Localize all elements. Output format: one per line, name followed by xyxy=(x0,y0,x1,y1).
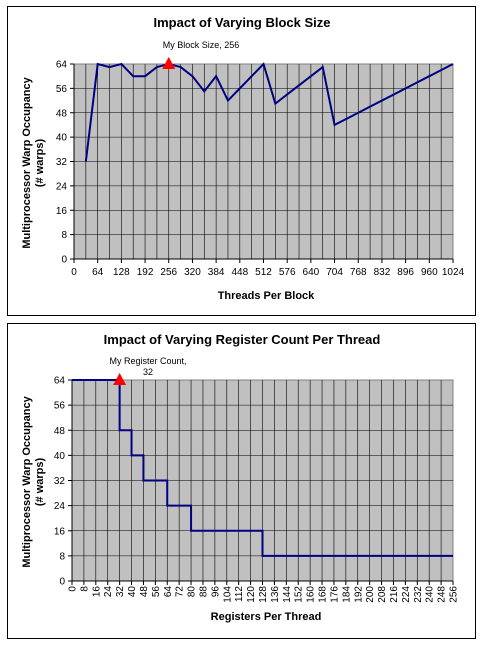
series-line xyxy=(72,379,453,557)
current-value-marker xyxy=(162,57,176,69)
current-value-marker xyxy=(113,373,127,385)
y-tick-label: 16 xyxy=(56,206,68,217)
y-tick-label: 8 xyxy=(59,551,65,562)
register-count-chart: Impact of Varying Register Count Per Thr… xyxy=(21,332,460,623)
marker-annotation-line1: My Register Count, xyxy=(109,356,186,366)
x-tick-label: 56 xyxy=(151,586,162,598)
x-tick-label: 320 xyxy=(184,267,201,278)
x-tick-label: 448 xyxy=(231,267,248,278)
y-tick-label: 24 xyxy=(56,181,68,192)
x-tick-label: 256 xyxy=(449,586,460,603)
x-tick-label: 40 xyxy=(127,586,138,598)
x-tick-label: 104 xyxy=(222,586,233,603)
y-tick-label: 64 xyxy=(56,60,68,71)
x-tick-label: 232 xyxy=(413,586,424,603)
x-tick-label: 224 xyxy=(401,586,412,603)
y-axis-title-line1: Multiprocessor Warp Occupancy xyxy=(21,76,33,248)
x-tick-label: 192 xyxy=(137,267,154,278)
x-tick-label: 168 xyxy=(318,586,329,603)
chart-title: Impact of Varying Block Size xyxy=(154,15,331,30)
y-tick-label: 24 xyxy=(54,501,66,512)
x-tick-label: 96 xyxy=(210,586,221,598)
y-tick-label: 40 xyxy=(56,133,68,144)
x-tick-label: 248 xyxy=(437,586,448,603)
x-tick-label: 240 xyxy=(425,586,436,603)
marker-annotation: My Block Size, 256 xyxy=(163,40,240,50)
block-size-chart-panel: Impact of Varying Block Size 0 8 16 24 32 40 4… xyxy=(7,6,476,316)
x-tick-label: 0 xyxy=(68,586,79,592)
x-tick-label: 64 xyxy=(163,586,174,598)
block-size-chart: Impact of Varying Block Size 0 8 16 24 32 40 4… xyxy=(21,15,465,302)
x-tick-label: 16 xyxy=(91,586,102,598)
x-tick-label: 8 xyxy=(79,586,90,592)
y-tick-label: 40 xyxy=(54,451,66,462)
x-tick-label: 184 xyxy=(341,586,352,603)
y-axis-title-line1: Multiprocessor Warp Occupancy xyxy=(21,395,33,567)
y-tick-label: 32 xyxy=(54,476,66,487)
x-tick-label: 832 xyxy=(374,267,391,278)
x-tick-label: 80 xyxy=(187,586,198,598)
x-tick-label: 120 xyxy=(246,586,257,603)
x-tick-label: 960 xyxy=(421,267,438,278)
x-tick-label: 208 xyxy=(377,586,388,603)
x-tick-label: 576 xyxy=(279,267,296,278)
y-tick-label: 64 xyxy=(54,376,66,387)
x-tick-label: 152 xyxy=(294,586,305,603)
x-tick-label: 896 xyxy=(397,267,414,278)
x-tick-label: 32 xyxy=(115,586,126,598)
chart-title: Impact of Varying Register Count Per Thr… xyxy=(104,332,381,347)
x-tick-label: 48 xyxy=(139,586,150,598)
x-tick-label: 112 xyxy=(234,586,245,602)
x-tick-label: 216 xyxy=(389,586,400,603)
x-tick-label: 88 xyxy=(198,586,209,598)
y-axis-title-line2: (# warps) xyxy=(34,458,46,507)
x-tick-label: 128 xyxy=(258,586,269,603)
register-count-chart-panel: Impact of Varying Register Count Per Thr… xyxy=(7,323,476,639)
x-tick-label: 72 xyxy=(175,586,186,598)
x-tick-label: 704 xyxy=(326,267,343,278)
y-tick-label: 16 xyxy=(54,526,66,537)
y-tick-label: 48 xyxy=(56,108,68,119)
x-tick-label: 512 xyxy=(255,267,272,278)
x-tick-label: 128 xyxy=(113,267,130,278)
x-tick-label: 24 xyxy=(103,586,114,598)
x-tick-label: 384 xyxy=(208,267,225,278)
x-tick-label: 160 xyxy=(306,586,317,603)
marker-annotation-line2: 32 xyxy=(143,367,153,377)
x-tick-label: 176 xyxy=(329,586,340,603)
y-tick-label: 56 xyxy=(56,84,68,95)
y-tick-label: 48 xyxy=(54,426,66,437)
x-tick-label: 768 xyxy=(350,267,367,278)
x-tick-label: 64 xyxy=(92,267,104,278)
y-tick-label: 32 xyxy=(56,157,68,168)
y-tick-label: 0 xyxy=(59,577,65,588)
x-tick-label: 256 xyxy=(160,267,177,278)
x-tick-label: 640 xyxy=(303,267,320,278)
x-tick-label: 144 xyxy=(282,586,293,603)
y-tick-label: 56 xyxy=(54,401,66,412)
x-tick-label: 192 xyxy=(353,586,364,603)
x-tick-label: 200 xyxy=(365,586,376,603)
x-tick-label: 1024 xyxy=(442,267,465,278)
y-tick-label: 0 xyxy=(61,255,67,266)
x-tick-label: 136 xyxy=(270,586,281,603)
series-line xyxy=(84,62,454,162)
y-tick-label: 8 xyxy=(61,230,67,241)
y-axis-title-line2: (# warps) xyxy=(34,139,46,188)
x-axis-title: Registers Per Thread xyxy=(211,611,322,623)
x-tick-label: 0 xyxy=(71,267,77,278)
x-axis-title: Threads Per Block xyxy=(218,290,315,302)
